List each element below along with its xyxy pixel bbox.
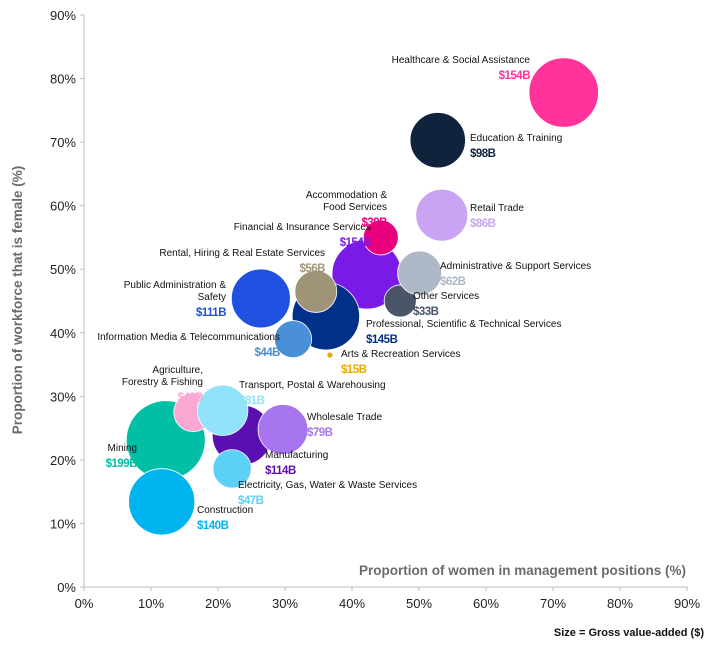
label-agriculture-forestry-fishing: Agriculture, Forestry & Fishing [122, 365, 203, 388]
value-accommodation-food-services: $39B [362, 217, 388, 229]
y-tick-label: 20% [50, 453, 76, 468]
y-axis-title: Proportion of workforce that is female (… [10, 166, 25, 435]
bubble-healthcare-social-assistance[interactable] [528, 57, 599, 128]
bubble-information-media-telecommunications[interactable] [274, 320, 313, 359]
x-tick-label: 70% [540, 596, 566, 611]
value-healthcare-social-assistance: $154B [499, 70, 531, 82]
value-manufacturing: $114B [265, 465, 296, 477]
value-education-training: $98B [470, 148, 496, 160]
label-public-administration-safety: Public Administration & Safety [124, 280, 227, 303]
value-mining: $199B [106, 458, 138, 470]
y-tick-label: 30% [50, 389, 76, 404]
y-tick-label: 0% [57, 580, 76, 595]
y-tick-label: 60% [50, 199, 76, 214]
y-tick-label: 50% [50, 262, 76, 277]
y-tick-label: 10% [50, 516, 76, 531]
bubble-retail-trade[interactable] [415, 188, 469, 242]
bubble-education-training[interactable] [409, 112, 466, 169]
x-tick-label: 40% [339, 596, 365, 611]
label-mining: Mining [108, 443, 137, 454]
x-tick-label: 30% [272, 596, 298, 611]
label-professional-scientific-technical-services: Professional, Scientific & Technical Ser… [366, 319, 561, 330]
label-financial-insurance-services: Financial & Insurance Services [234, 222, 371, 233]
bubble-wholesale-trade[interactable] [257, 404, 309, 455]
value-professional-scientific-technical-services: $145B [366, 334, 398, 346]
label-rental-hiring-real-estate-services: Rental, Hiring & Real Estate Services [159, 248, 325, 259]
label-manufacturing: Manufacturing [265, 450, 328, 461]
bubble-arts-recreation-services[interactable] [326, 351, 334, 359]
label-construction: Construction [197, 505, 253, 516]
label-information-media-telecommunications: Information Media & Telecommunications [97, 332, 280, 343]
bubble-construction[interactable] [128, 468, 196, 536]
value-wholesale-trade: $79B [307, 427, 333, 439]
y-tick-label: 70% [50, 135, 76, 150]
x-tick-label: 90% [674, 596, 700, 611]
bubble-administrative-support-services[interactable] [397, 250, 443, 296]
label-wholesale-trade: Wholesale Trade [307, 412, 382, 423]
y-tick-label: 90% [50, 8, 76, 23]
label-other-services: Other Services [413, 291, 479, 302]
label-administrative-support-services: Administrative & Support Services [440, 261, 591, 272]
label-education-training: Education & Training [470, 133, 562, 144]
value-administrative-support-services: $62B [440, 276, 466, 288]
value-financial-insurance-services: $154B [340, 237, 372, 249]
label-accommodation-food-services: Accommodation & Food Services [306, 190, 387, 213]
y-tick-label: 40% [50, 326, 76, 341]
label-transport-postal-warehousing: Transport, Postal & Warehousing [239, 380, 386, 391]
x-tick-label: 50% [406, 596, 432, 611]
x-tick-label: 80% [607, 596, 633, 611]
value-arts-recreation-services: $15B [341, 364, 367, 376]
bubble-rental-hiring-real-estate-services[interactable] [294, 270, 338, 313]
x-tick-label: 20% [205, 596, 231, 611]
size-legend-note: Size = Gross value-added ($) [554, 627, 704, 639]
label-arts-recreation-services: Arts & Recreation Services [341, 349, 461, 360]
value-transport-postal-warehousing: $81B [239, 395, 265, 407]
y-tick-label: 80% [50, 72, 76, 87]
value-public-administration-safety: $111B [196, 307, 226, 319]
value-construction: $140B [197, 520, 229, 532]
label-healthcare-social-assistance: Healthcare & Social Assistance [392, 55, 531, 66]
value-agriculture-forestry-fishing: $48B [178, 392, 204, 404]
label-retail-trade: Retail Trade [470, 203, 524, 214]
bubble-transport-postal-warehousing[interactable] [197, 384, 249, 436]
bubble-electricity-gas-water-waste-services[interactable] [212, 449, 252, 489]
x-tick-label: 10% [138, 596, 164, 611]
bubble-accommodation-food-services[interactable] [362, 219, 399, 256]
x-tick-label: 0% [75, 596, 94, 611]
label-electricity-gas-water-waste-services: Electricity, Gas, Water & Waste Services [238, 480, 417, 491]
bubble-public-administration-safety[interactable] [230, 268, 291, 329]
x-tick-label: 60% [473, 596, 499, 611]
value-rental-hiring-real-estate-services: $56B [300, 263, 326, 275]
value-other-services: $33B [413, 306, 439, 318]
value-electricity-gas-water-waste-services: $47B [238, 495, 264, 507]
bubble-other-services[interactable] [383, 284, 417, 318]
x-axis-title: Proportion of women in management positi… [359, 563, 686, 578]
value-retail-trade: $86B [470, 218, 496, 230]
value-information-media-telecommunications: $44B [255, 347, 281, 359]
